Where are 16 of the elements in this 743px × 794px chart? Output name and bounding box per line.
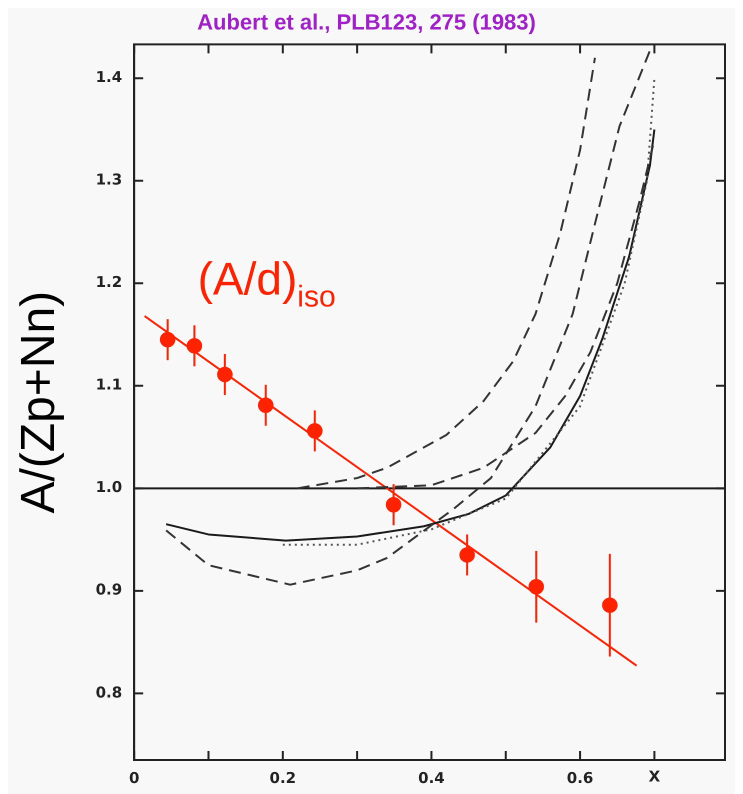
x-axis-title: X [648,767,661,786]
x-tick-label: 0 [128,768,140,787]
y-tick-label: 1.0 [96,478,122,496]
chart-title: Aubert et al., PLB123, 275 (1983) [197,9,536,34]
x-tick-label: 0.4 [418,768,445,787]
y-tick-label: 0.9 [96,580,122,599]
line-series [165,50,651,586]
line-series [296,56,596,490]
y-tick-label: 1.3 [96,170,122,189]
y-tick-label: 1.2 [96,273,122,292]
y-tick-label: 1.1 [96,376,122,394]
y-axis-title: A/(Zp+Nn) [12,290,66,514]
x-tick-label: 0.6 [566,768,594,787]
y-tick-label: 0.8 [96,683,122,702]
x-tick-label: 0.2 [270,768,296,787]
y-tick-label: 1.4 [96,68,122,86]
